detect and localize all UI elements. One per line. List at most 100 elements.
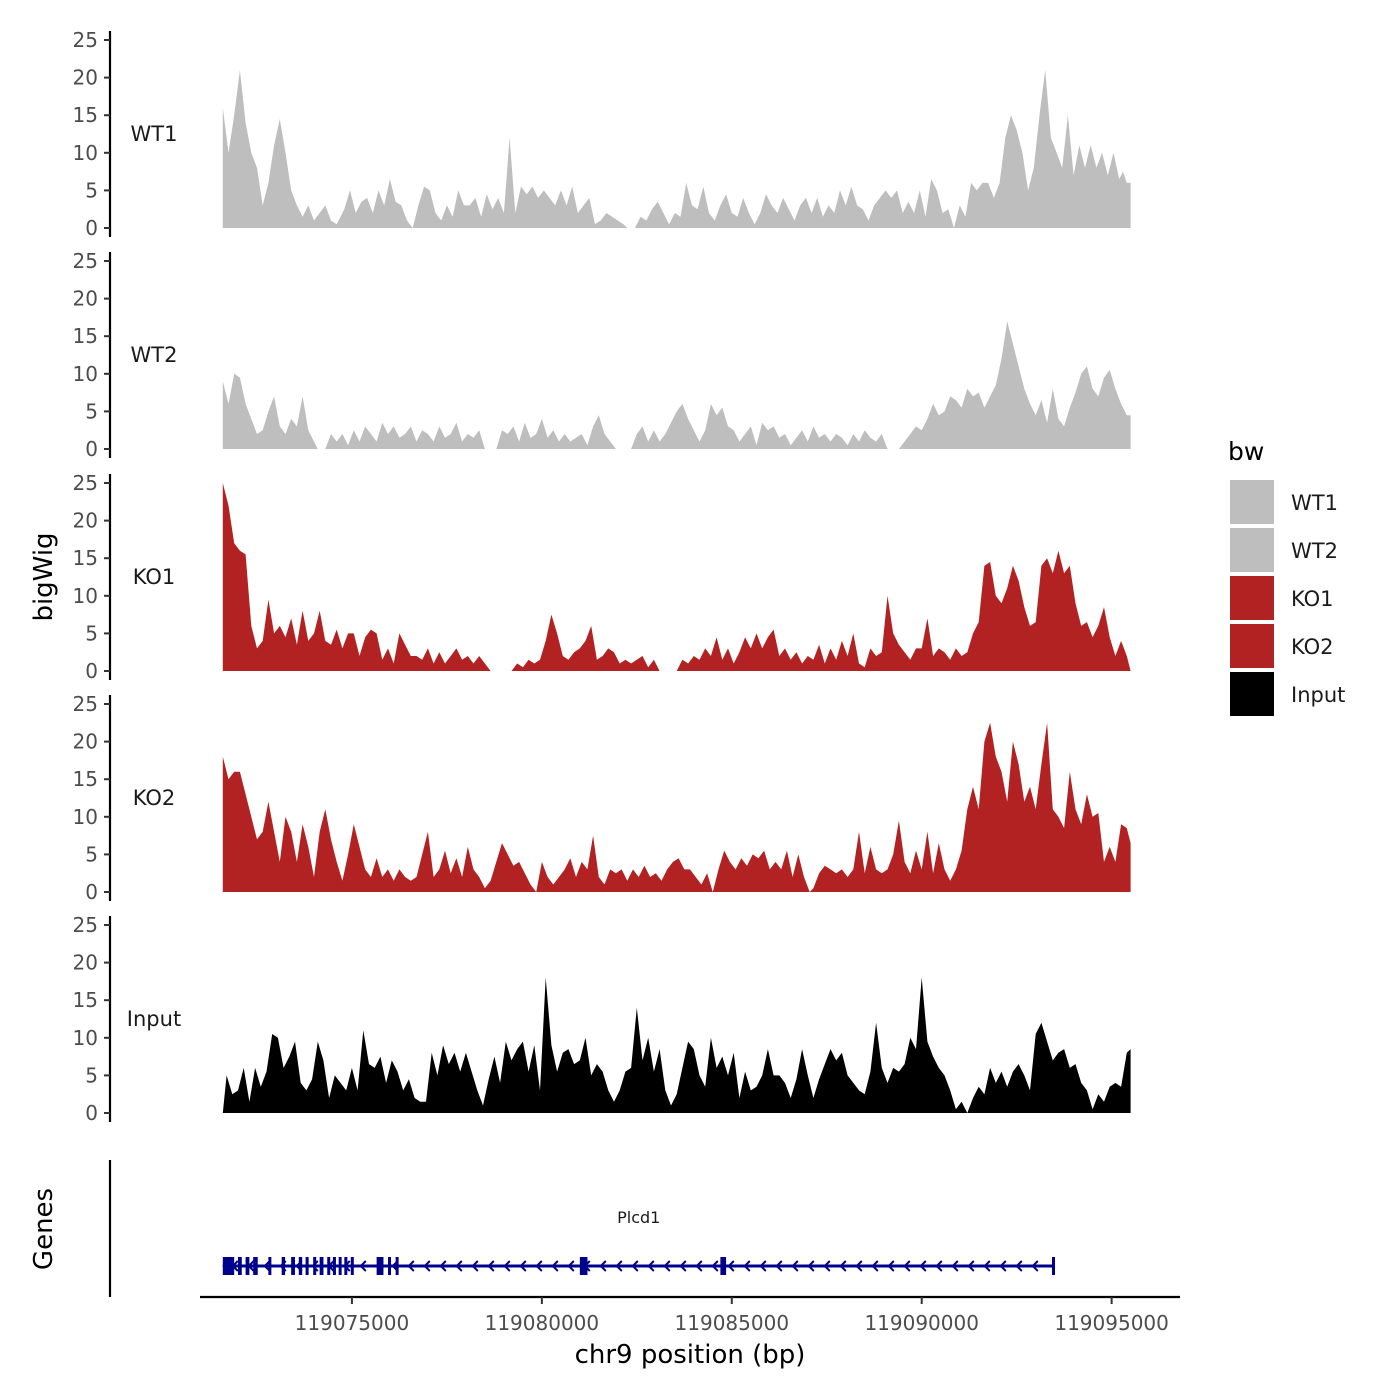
coverage-area-input-0 <box>222 977 1131 1113</box>
legend-label-ko2: KO2 <box>1291 635 1334 659</box>
coverage-area-ko1-0 <box>222 483 491 671</box>
y-tick-label-20: 20 <box>73 951 98 975</box>
exon-14 <box>344 1257 348 1275</box>
track-wt2: 0 5 10 15 20 25 WT2 <box>73 249 1131 461</box>
y-tick-label-0: 0 <box>85 659 98 683</box>
y-tick-label-0: 0 <box>85 880 98 904</box>
x-axis: 119075000 119080000 119085000 119090000 1190… <box>200 1295 1180 1335</box>
strand-arrow <box>983 1260 991 1272</box>
y-tick-label-20: 20 <box>73 730 98 754</box>
coverage-area-wt2-2 <box>496 415 616 449</box>
legend: bw WT1 WT2 KO1 KO2 Input <box>1228 437 1345 716</box>
legend-label-ko1: KO1 <box>1291 587 1334 611</box>
y-axis-title: bigWig <box>29 532 59 621</box>
legend-items: WT1 WT2 KO1 KO2 Input <box>1230 480 1345 716</box>
strand-arrow <box>967 1260 975 1272</box>
y-tick-label-25: 25 <box>73 692 98 716</box>
exon-15 <box>350 1257 354 1275</box>
exon-16 <box>376 1257 384 1275</box>
coverage-area-wt2-4 <box>898 321 1131 449</box>
strand-arrow <box>919 1260 927 1272</box>
x-tick-label-119090000: 119090000 <box>864 1311 979 1335</box>
strand-arrow <box>615 1260 623 1272</box>
y-tick-label-10: 10 <box>73 805 98 829</box>
strand-arrow <box>551 1260 559 1272</box>
legend-key-ko2 <box>1230 624 1274 668</box>
strand-arrow <box>263 1260 271 1272</box>
legend-key-ko1 <box>1230 576 1274 620</box>
exon-1 <box>237 1257 242 1275</box>
strand-arrow <box>471 1260 479 1272</box>
strand-arrow <box>599 1260 607 1272</box>
legend-key-input <box>1230 672 1274 716</box>
genes-axis-title: Genes <box>29 1188 59 1270</box>
strand-arrow <box>359 1260 367 1272</box>
exon-19 <box>579 1257 588 1275</box>
exon-11 <box>327 1257 331 1275</box>
strand-arrow <box>407 1260 415 1272</box>
y-tick-label-15: 15 <box>73 546 98 570</box>
strand-arrow <box>759 1260 767 1272</box>
coverage-area-ko1-2 <box>676 550 1131 671</box>
strand-arrow <box>1031 1260 1039 1272</box>
y-tick-label-10: 10 <box>73 584 98 608</box>
x-tick-label-119095000: 119095000 <box>1054 1311 1169 1335</box>
y-tick-label-10: 10 <box>73 362 98 386</box>
y-tick-label-15: 15 <box>73 324 98 348</box>
exon-20 <box>720 1257 727 1275</box>
strand-arrow <box>535 1260 543 1272</box>
strand-arrow <box>903 1260 911 1272</box>
coverage-area-ko1-1 <box>511 614 660 671</box>
exon-5 <box>281 1257 286 1275</box>
exon-21 <box>1051 1257 1055 1275</box>
strand-arrow <box>839 1260 847 1272</box>
tracks-layer: 0510152025WT10510152025WT20510152025KO10… <box>73 28 1131 1125</box>
y-tick-label-5: 5 <box>85 621 98 645</box>
legend-label-wt1: WT1 <box>1291 491 1338 515</box>
strand-arrow <box>999 1260 1007 1272</box>
strand-arrow <box>503 1260 511 1272</box>
x-axis-title: chr9 position (bp) <box>575 1340 806 1370</box>
track-ko2: 0 5 10 15 20 25 KO2 <box>73 692 1131 904</box>
legend-label-wt2: WT2 <box>1291 539 1338 563</box>
y-tick-label-25: 25 <box>73 28 98 52</box>
strand-arrow <box>807 1260 815 1272</box>
x-tick-label-119085000: 119085000 <box>675 1311 790 1335</box>
y-tick-label-25: 25 <box>73 471 98 495</box>
strand-arrow <box>679 1260 687 1272</box>
coverage-area-wt2-3 <box>631 403 888 449</box>
legend-title: bw <box>1228 437 1264 466</box>
strand-arrow <box>567 1260 575 1272</box>
exon-7 <box>298 1257 303 1275</box>
y-tick-label-20: 20 <box>73 287 98 311</box>
strand-arrow <box>871 1260 879 1272</box>
strand-arrow <box>775 1260 783 1272</box>
strand-arrow <box>695 1260 703 1272</box>
exon-3 <box>253 1257 258 1275</box>
exon-2 <box>245 1257 250 1275</box>
y-tick-label-20: 20 <box>73 66 98 90</box>
y-tick-label-15: 15 <box>73 103 98 127</box>
y-tick-label-0: 0 <box>85 216 98 240</box>
track-ko1: 0 5 10 15 20 25 KO1 <box>73 471 1131 683</box>
y-tick-label-5: 5 <box>85 1063 98 1087</box>
strand-arrow <box>423 1260 431 1272</box>
track-wt1: 0 5 10 15 20 25 WT1 <box>73 28 1131 240</box>
strand-arrow <box>519 1260 527 1272</box>
exon-6 <box>291 1257 295 1275</box>
exon-4 <box>268 1257 272 1275</box>
strand-arrow <box>855 1260 863 1272</box>
strand-arrow <box>727 1260 735 1272</box>
legend-label-input: Input <box>1291 683 1345 707</box>
coverage-area-wt1-1 <box>634 70 1131 228</box>
legend-key-wt2 <box>1230 528 1274 572</box>
y-tick-label-0: 0 <box>85 1101 98 1125</box>
gene-name-label: Plcd1 <box>617 1208 660 1227</box>
strand-arrow <box>823 1260 831 1272</box>
y-tick-label-10: 10 <box>73 1026 98 1050</box>
strand-arrow <box>631 1260 639 1272</box>
exon-8 <box>305 1257 309 1275</box>
strand-arrow <box>439 1260 447 1272</box>
strand-arrow <box>711 1260 719 1272</box>
